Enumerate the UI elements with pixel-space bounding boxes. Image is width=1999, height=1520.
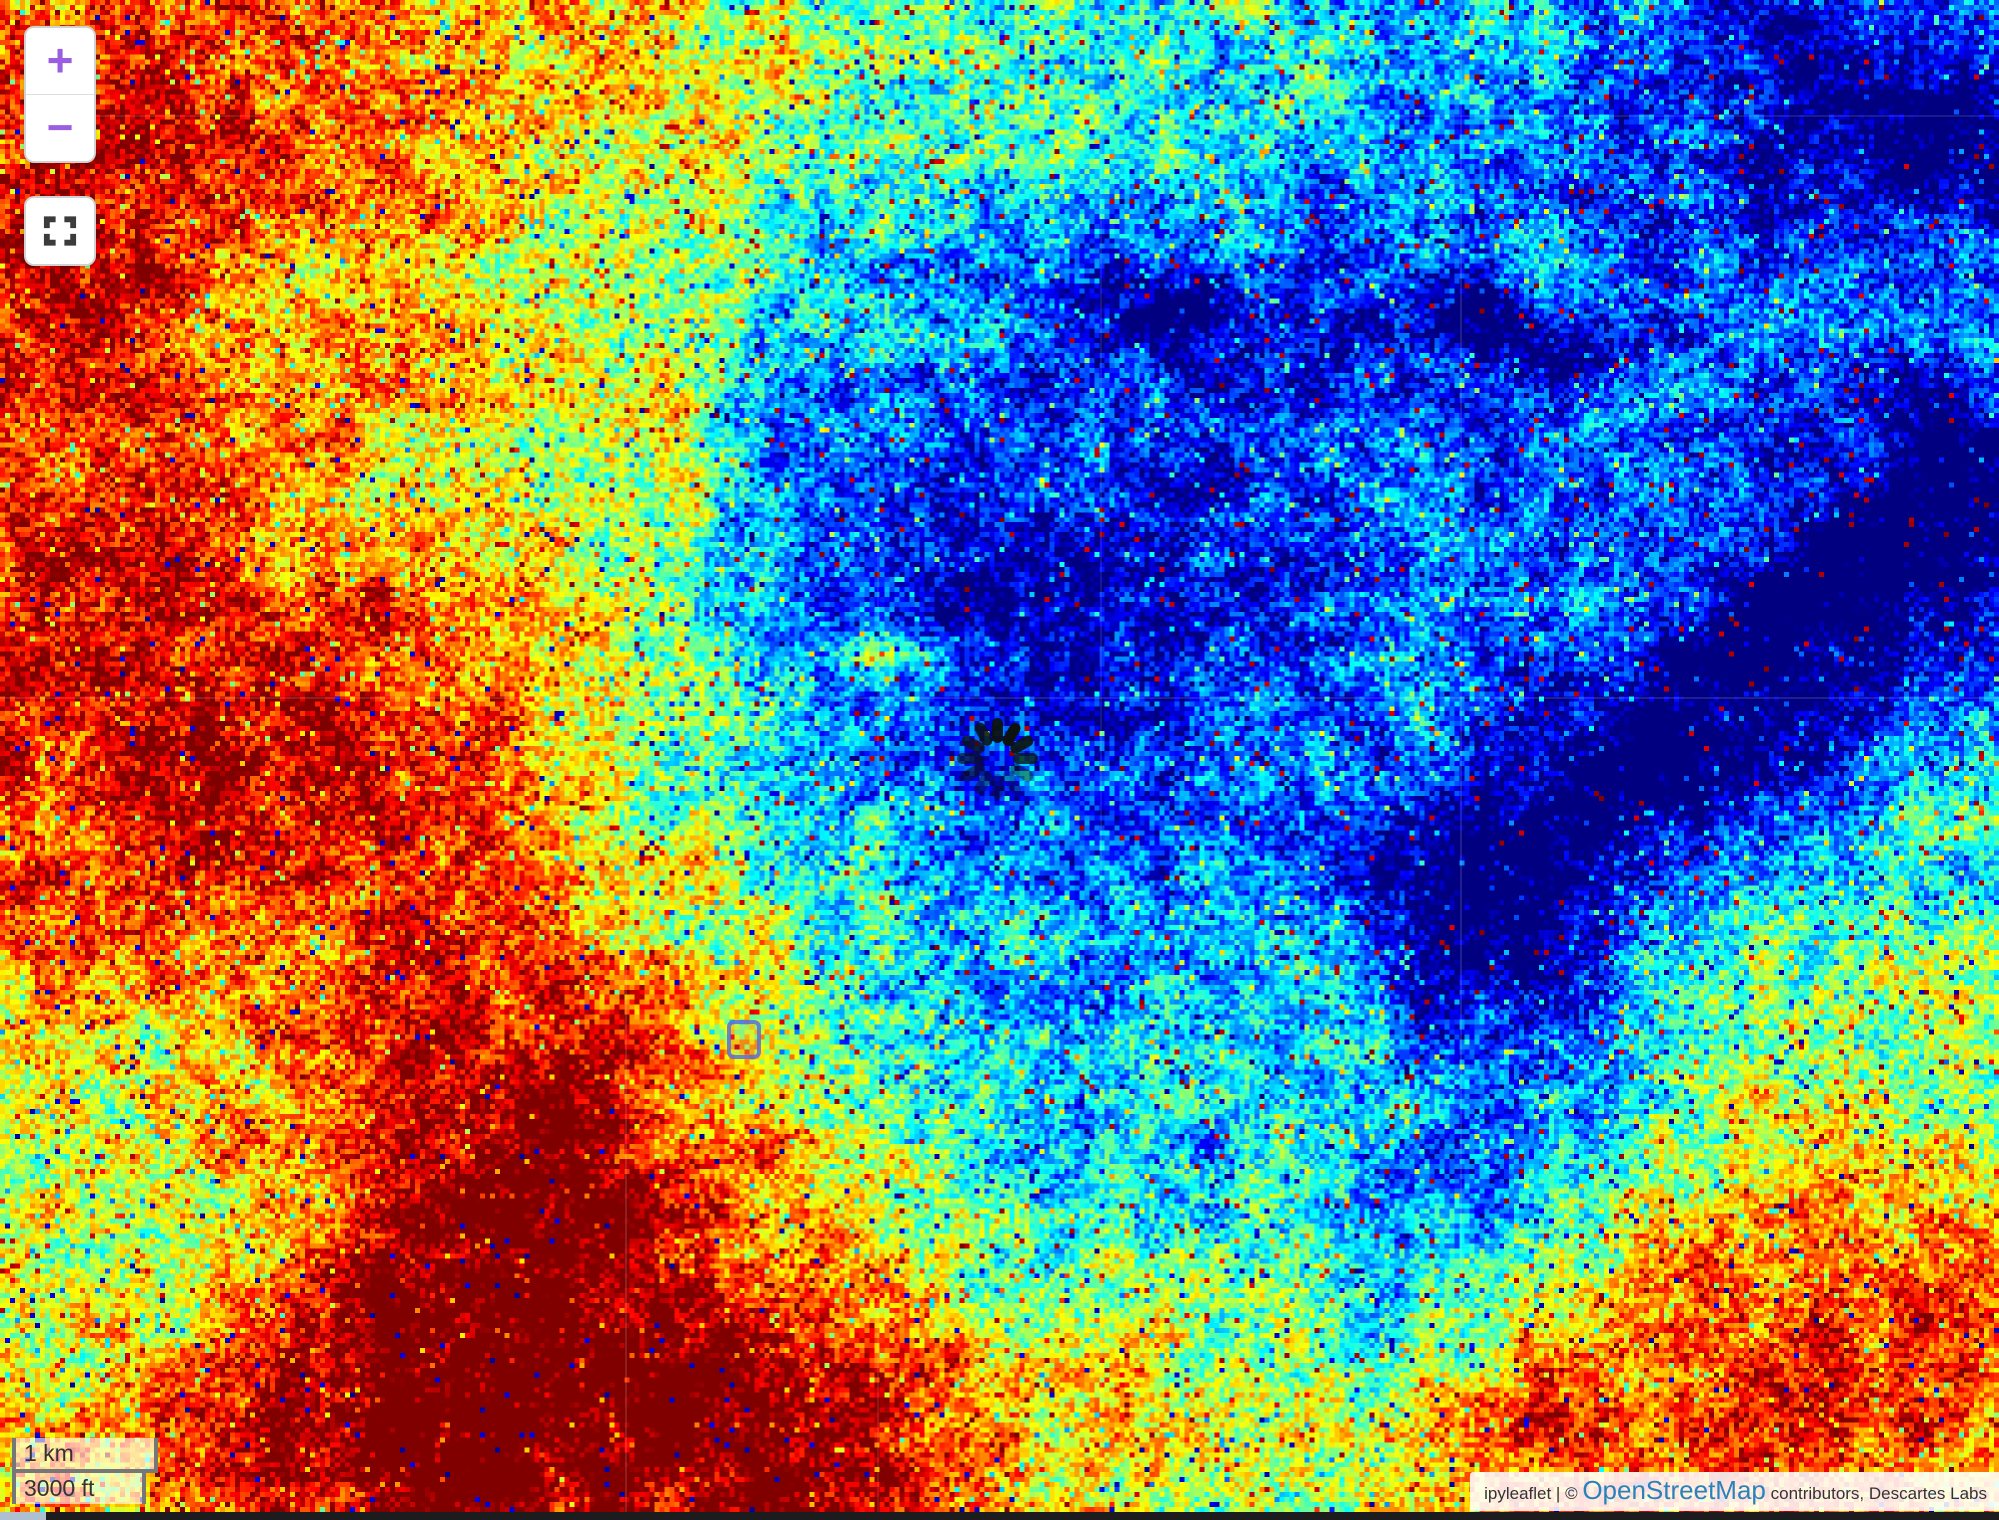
attribution: ipyleaflet | © OpenStreetMap contributor… (1470, 1472, 1999, 1511)
zoom-in-button[interactable]: + (26, 28, 94, 95)
openstreetmap-link[interactable]: OpenStreetMap (1582, 1475, 1766, 1505)
attribution-suffix: contributors, Descartes Labs (1765, 1484, 1987, 1503)
attribution-prefix: ipyleaflet | © (1484, 1484, 1583, 1503)
window-bottom-strip (0, 1512, 1999, 1520)
fullscreen-button[interactable] (24, 196, 96, 266)
scale-metric: 1 km (12, 1438, 158, 1473)
scale-imperial: 3000 ft (12, 1469, 146, 1504)
zoom-out-button[interactable]: − (26, 95, 94, 161)
scrollbar-corner (0, 1512, 46, 1520)
zoom-control: + − (24, 26, 96, 163)
fullscreen-expand-icon (41, 213, 79, 249)
scale-control: 1 km 3000 ft (12, 1438, 158, 1504)
